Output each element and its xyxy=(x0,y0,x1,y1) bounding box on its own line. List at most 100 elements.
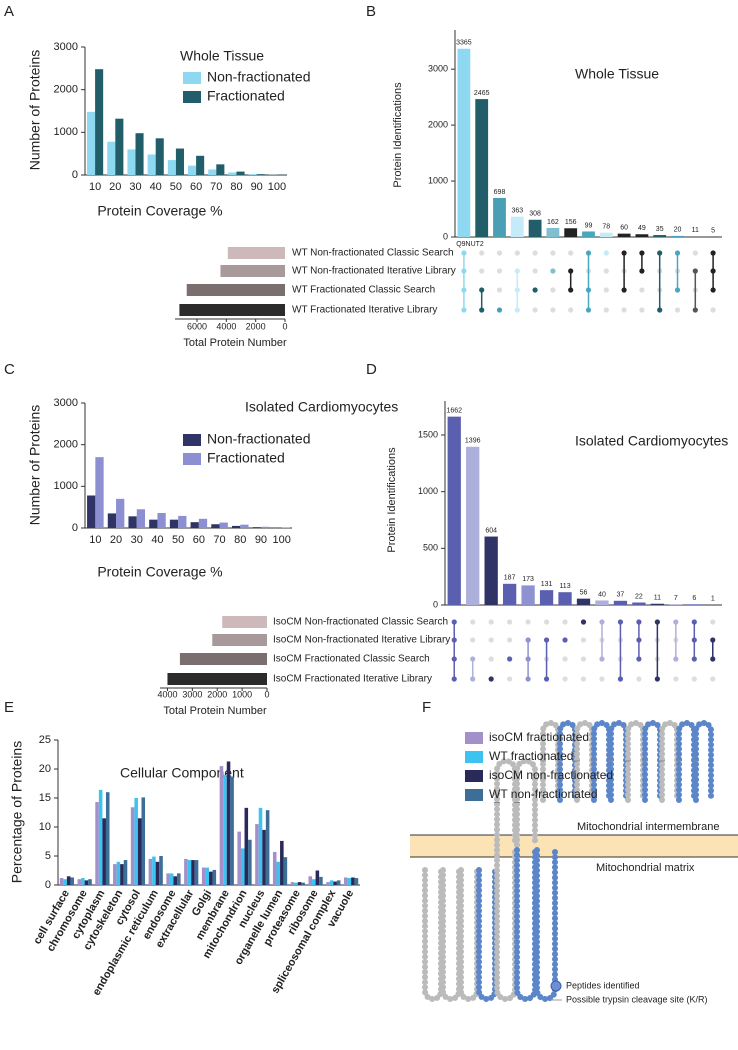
y-tick-label: 0 xyxy=(45,879,51,891)
bar xyxy=(240,848,245,885)
bar xyxy=(294,882,298,885)
bar xyxy=(333,881,337,885)
value-label: 20 xyxy=(674,227,682,234)
matrix-dot xyxy=(691,676,697,682)
bead-loop xyxy=(476,867,498,1002)
membrane xyxy=(410,835,738,857)
y-tick-label: 3000 xyxy=(428,64,448,74)
matrix-dot xyxy=(580,676,587,682)
matrix-dot xyxy=(488,637,494,643)
bar xyxy=(262,829,266,885)
panel-label: B xyxy=(366,3,376,20)
bar xyxy=(493,197,506,237)
bar xyxy=(475,99,489,237)
y-tick-label: 5 xyxy=(45,850,51,862)
bar xyxy=(70,877,74,885)
y-tick-label: 10 xyxy=(39,821,51,833)
set-bar xyxy=(222,616,267,628)
bar xyxy=(169,873,174,885)
bar xyxy=(159,856,163,885)
bar xyxy=(272,851,277,885)
chart-title: Whole Tissue xyxy=(575,66,659,82)
bar xyxy=(166,873,170,885)
y-axis-label: Number of Proteins xyxy=(27,405,43,526)
matrix-dot xyxy=(580,619,587,625)
chart-title: Isolated Cardiomyocytes xyxy=(245,399,398,415)
bar xyxy=(178,515,187,528)
y-tick-label: 0 xyxy=(72,522,78,534)
bar xyxy=(351,877,355,885)
bar xyxy=(276,861,281,885)
bar xyxy=(196,155,205,175)
matrix-dot xyxy=(603,287,609,293)
matrix-dot xyxy=(562,619,568,625)
bar xyxy=(653,235,667,237)
bar xyxy=(244,807,249,885)
bar xyxy=(216,164,225,175)
y-tick-label: 2000 xyxy=(54,439,78,451)
set-tick-label: 6000 xyxy=(187,321,207,331)
y-tick-label: 15 xyxy=(39,792,51,804)
bar xyxy=(134,798,138,885)
matrix-dot xyxy=(603,250,609,256)
x-tick-label: 40 xyxy=(151,534,163,546)
y-tick-label: 1000 xyxy=(428,175,448,185)
bar xyxy=(329,880,334,885)
matrix-dot xyxy=(532,287,538,293)
bar xyxy=(157,513,166,528)
bar xyxy=(169,519,179,528)
matrix-dot xyxy=(507,619,513,625)
value-label: 698 xyxy=(494,189,506,196)
set-axis-label: Total Protein Number xyxy=(163,705,267,717)
bar xyxy=(546,227,560,237)
matrix-dot xyxy=(479,268,485,274)
matrix-dot xyxy=(496,287,503,293)
bar xyxy=(226,761,231,885)
bar xyxy=(149,519,158,528)
value-label: 22 xyxy=(635,593,643,600)
bar xyxy=(558,592,572,605)
legend-swatch xyxy=(183,72,201,84)
bead-loop xyxy=(514,758,538,848)
y-axis-label: Percentage of Proteins xyxy=(9,741,25,883)
bar xyxy=(88,879,92,885)
bar xyxy=(236,171,245,175)
bar xyxy=(265,810,270,885)
value-label: 6 xyxy=(692,595,696,602)
set-bar xyxy=(186,284,285,296)
matrix-dot xyxy=(532,268,538,274)
bar xyxy=(326,882,330,885)
bar xyxy=(201,867,206,885)
bar xyxy=(308,876,313,885)
bar xyxy=(141,797,146,885)
bar xyxy=(599,232,613,237)
bar xyxy=(248,174,257,175)
bead-loop xyxy=(534,847,558,1002)
matrix-dot xyxy=(488,619,494,625)
set-label: WT Fractionated Iterative Library xyxy=(292,305,437,316)
y-tick-label: 20 xyxy=(39,763,51,775)
matrix-dot xyxy=(710,307,716,313)
bar xyxy=(66,876,71,885)
bead-loop xyxy=(422,867,444,1002)
bar xyxy=(167,160,176,175)
bar xyxy=(457,48,471,238)
legend-label: Fractionated xyxy=(207,450,285,466)
bar xyxy=(191,860,195,885)
matrix-dot xyxy=(636,676,642,682)
bar xyxy=(231,525,241,528)
set-tick-label: 3000 xyxy=(182,689,202,699)
bar xyxy=(208,169,217,175)
bead-loop xyxy=(514,847,538,1002)
set-label: IsoCM Fractionated Iterative Library xyxy=(273,674,432,685)
bar xyxy=(582,231,595,237)
value-label: 363 xyxy=(511,208,523,215)
x-axis-label: Protein Coverage % xyxy=(97,203,222,219)
value-label: 1396 xyxy=(465,438,481,445)
set-label: IsoCM Non-fractionated Classic Search xyxy=(273,617,448,628)
x-tick-label: 80 xyxy=(230,181,242,193)
bar xyxy=(635,234,649,237)
value-label: 1662 xyxy=(446,407,462,414)
x-tick-label: 60 xyxy=(190,181,202,193)
x-tick-label: 20 xyxy=(110,534,122,546)
